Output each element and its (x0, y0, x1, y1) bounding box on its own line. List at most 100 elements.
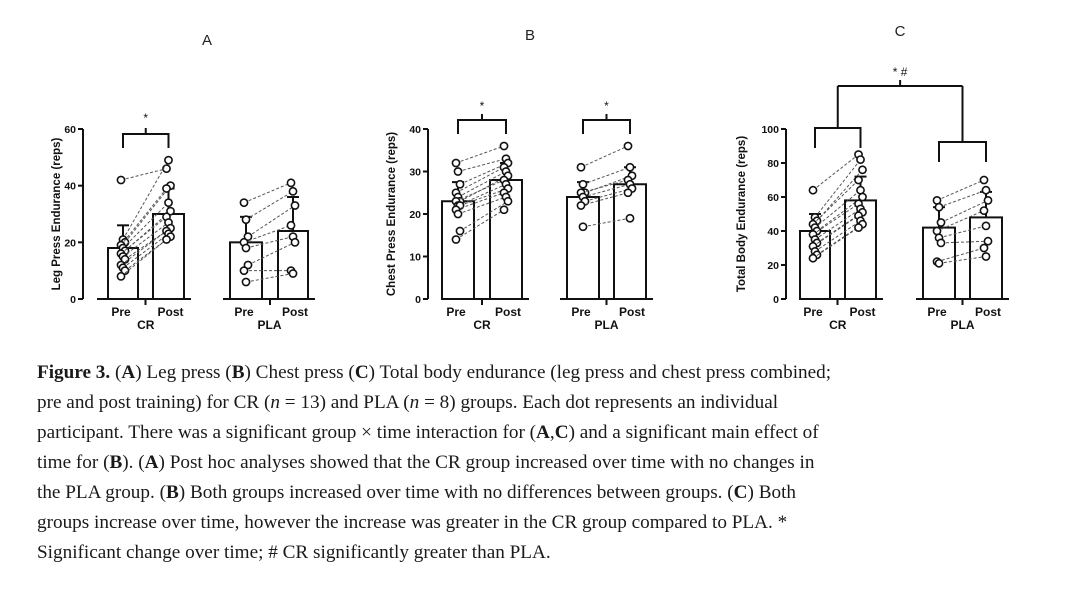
individual-line (814, 208, 861, 240)
individual-point (854, 175, 863, 185)
individual-point (983, 236, 993, 246)
individual-point (858, 165, 867, 175)
individual-point (983, 195, 993, 205)
significance-marker: * (480, 99, 485, 113)
individual-line (455, 192, 505, 211)
individual-line (457, 171, 507, 198)
individual-point (936, 238, 946, 248)
y-axis-label: Leg Press Endurance (reps) (51, 137, 63, 290)
individual-point (623, 141, 633, 151)
individual-line (812, 227, 859, 259)
individual-point (120, 266, 130, 276)
y-tick-label: 20 (767, 260, 779, 272)
y-tick-label: 0 (70, 294, 76, 306)
individual-line (936, 179, 985, 201)
individual-point (934, 258, 944, 268)
individual-line (243, 182, 292, 204)
individual-point (241, 243, 251, 253)
significance-bracket (938, 141, 987, 162)
x-category-label: Post (619, 305, 645, 319)
caption-text: ). ( (122, 452, 145, 473)
significance-marker: * # (893, 65, 908, 79)
caption-text: time for ( (37, 452, 110, 473)
caption-line: pre and post training) for CR ( n = 13) a… (37, 388, 1047, 418)
individual-point (243, 232, 253, 242)
panel-letter: A (202, 32, 212, 49)
individual-point (858, 192, 867, 202)
individual-point (979, 175, 989, 185)
individual-line (940, 240, 989, 244)
individual-point (239, 198, 249, 208)
individual-line (812, 203, 859, 235)
individual-line (936, 247, 985, 263)
caption-text: C (733, 482, 748, 503)
x-group-label: CR (473, 318, 491, 332)
caption-text: A (536, 422, 550, 443)
individual-point (286, 178, 296, 188)
individual-point (239, 266, 249, 276)
significance-bracket (814, 127, 862, 148)
caption-line: Significant change over time; # CR signi… (37, 538, 1047, 568)
individual-point (808, 185, 818, 195)
individual-line (247, 241, 296, 266)
individual-point (162, 184, 171, 193)
caption-text: n (409, 392, 420, 413)
individual-point (576, 162, 586, 172)
caption-line: groups increase over time, however the i… (37, 508, 1047, 538)
individual-line (580, 145, 629, 168)
caption-text: ) Both (747, 482, 797, 503)
individual-point (241, 277, 251, 287)
figure-caption: Figure 3. (A) Leg press (B) Chest press … (37, 358, 1047, 568)
individual-point (625, 162, 635, 172)
individual-line (455, 179, 505, 202)
caption-text: = 13) and PLA ( (280, 392, 410, 413)
individual-line (455, 166, 505, 194)
caption-text: = 8) groups. Each dot represents an indi… (419, 392, 779, 413)
x-category-label: Post (495, 305, 521, 319)
x-category-label: Pre (111, 305, 131, 319)
individual-point (576, 201, 586, 210)
individual-line (245, 273, 294, 283)
x-category-label: Pre (234, 305, 254, 319)
y-tick-label: 10 (409, 252, 421, 264)
x-category-label: Post (282, 305, 308, 319)
individual-line (814, 220, 861, 252)
individual-point (499, 141, 509, 151)
caption-text: A (121, 362, 136, 383)
caption-text: B (231, 362, 245, 383)
individual-line (120, 188, 167, 246)
caption-text: groups increase over time, however the i… (37, 512, 788, 533)
significance-marker: * (143, 111, 148, 125)
x-category-label: Post (975, 305, 1001, 319)
x-group-label: PLA (258, 318, 282, 332)
x-group-label: PLA (595, 318, 619, 332)
individual-line (812, 179, 859, 225)
caption-text: B (109, 452, 123, 473)
individual-point (623, 188, 633, 198)
individual-line (940, 199, 989, 223)
individual-point (499, 205, 509, 215)
individual-point (578, 179, 588, 189)
caption-text: A (144, 452, 159, 473)
individual-point (455, 179, 465, 189)
caption-text: pre and post training) for CR ( (37, 392, 271, 413)
x-group-label: CR (137, 318, 155, 332)
individual-point (290, 201, 300, 210)
caption-text: C (354, 362, 369, 383)
individual-line (580, 179, 629, 194)
caption-text: B (165, 482, 179, 503)
y-axis-label: Total Body Endurance (reps) (736, 136, 748, 293)
individual-point (455, 226, 465, 236)
individual-line (124, 236, 171, 272)
individual-line (812, 215, 859, 247)
chart-panel-c: C 0 20 40 60 80 100 Total Body Endurance (reps)… (736, 23, 1009, 332)
individual-point (453, 209, 463, 219)
y-tick-label: 40 (64, 181, 76, 193)
individual-line (814, 159, 861, 218)
individual-point (979, 206, 989, 215)
individual-point (936, 218, 946, 227)
individual-line (457, 183, 507, 206)
individual-line (243, 224, 292, 243)
individual-line (459, 200, 509, 232)
